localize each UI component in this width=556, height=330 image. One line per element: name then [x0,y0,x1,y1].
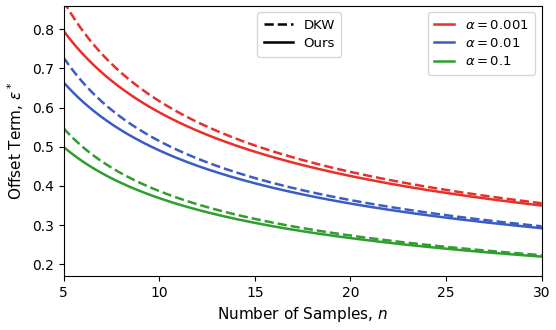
Y-axis label: Offset Term, $\varepsilon^*$: Offset Term, $\varepsilon^*$ [6,82,26,200]
X-axis label: Number of Samples, $n$: Number of Samples, $n$ [217,306,388,324]
Legend: $\alpha = 0.001$, $\alpha = 0.01$, $\alpha = 0.1$: $\alpha = 0.001$, $\alpha = 0.01$, $\alp… [428,12,535,75]
